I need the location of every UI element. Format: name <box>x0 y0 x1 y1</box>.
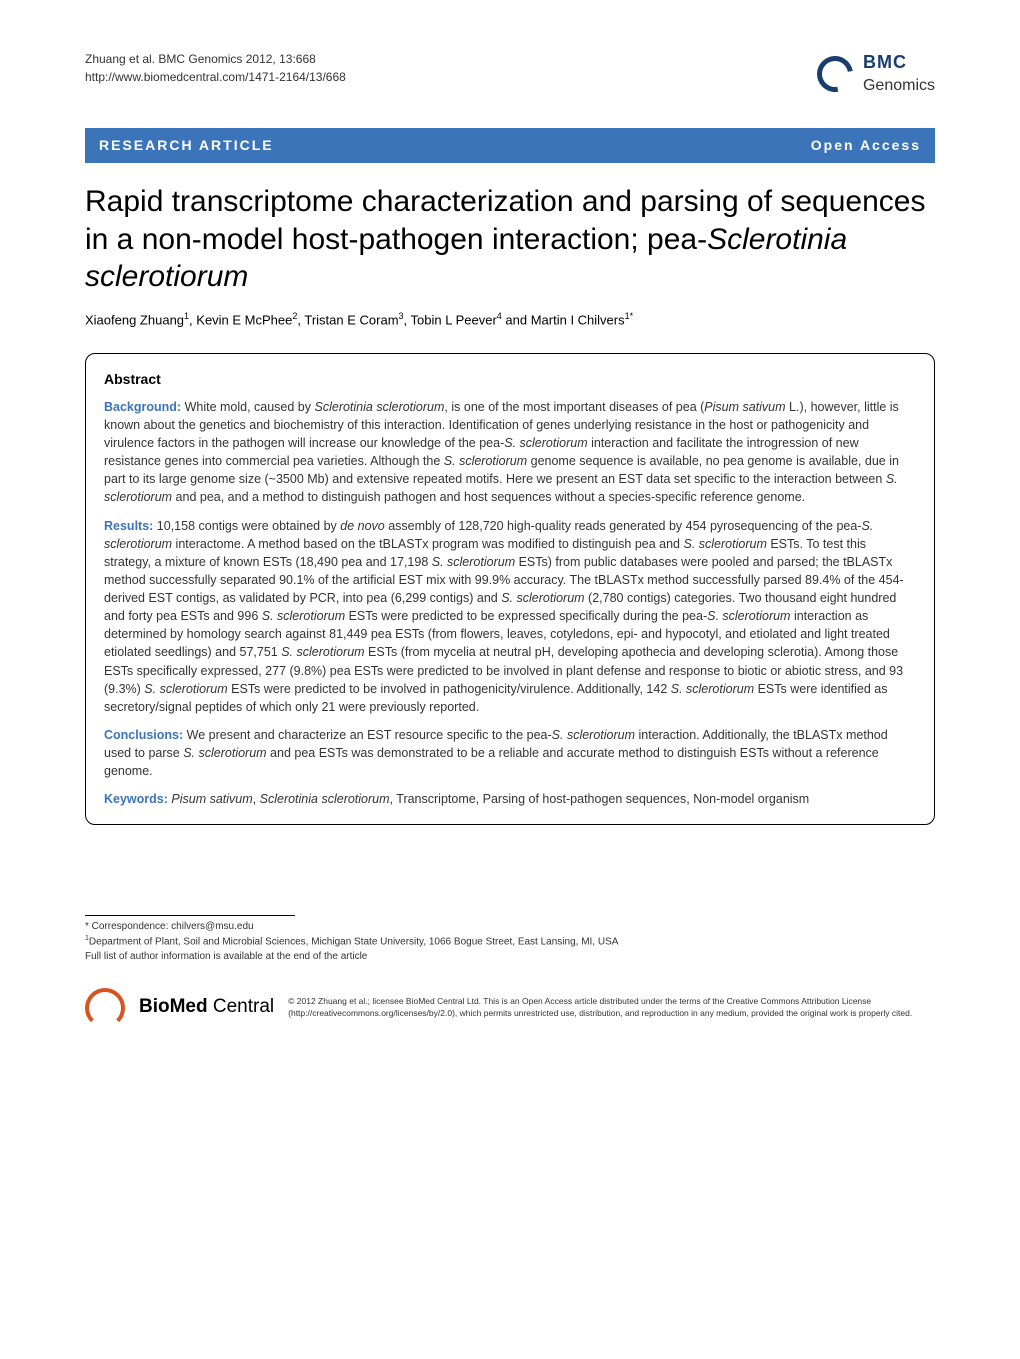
article-type: RESEARCH ARTICLE <box>99 136 274 156</box>
biomed-light: Central <box>208 996 275 1017</box>
article-type-bar: RESEARCH ARTICLE Open Access <box>85 128 935 164</box>
authors-list: Xiaofeng Zhuang1, Kevin E McPhee2, Trist… <box>85 310 935 330</box>
article-title: Rapid transcriptome characterization and… <box>85 183 935 296</box>
biomed-bold: BioMed <box>139 996 208 1017</box>
abstract-results: Results: 10,158 contigs were obtained by… <box>104 517 916 716</box>
abstract-box: Abstract Background: White mold, caused … <box>85 353 935 825</box>
citation-block: Zhuang et al. BMC Genomics 2012, 13:668 … <box>85 50 346 86</box>
publisher-row: BioMed Central © 2012 Zhuang et al.; lic… <box>85 988 935 1028</box>
logo-c-icon <box>810 49 860 99</box>
full-author-list-note: Full list of author information is avail… <box>85 950 935 964</box>
biomed-label: BioMed Central <box>139 994 274 1021</box>
correspondence: * Correspondence: chilvers@msu.edu <box>85 920 935 934</box>
journal-logo: BMC Genomics <box>817 50 935 98</box>
abstract-background: Background: White mold, caused by Sclero… <box>104 398 916 507</box>
abstract-heading: Abstract <box>104 370 916 390</box>
page-header: Zhuang et al. BMC Genomics 2012, 13:668 … <box>85 50 935 98</box>
footer-section: * Correspondence: chilvers@msu.edu 1Depa… <box>85 915 935 1027</box>
affiliation: 1Department of Plant, Soil and Microbial… <box>85 934 935 949</box>
biomed-icon <box>85 988 125 1028</box>
footer-rule <box>85 915 295 916</box>
citation-line1: Zhuang et al. BMC Genomics 2012, 13:668 <box>85 50 346 68</box>
abstract-keywords: Keywords: Pisum sativum, Sclerotinia scl… <box>104 790 916 808</box>
abstract-conclusions: Conclusions: We present and characterize… <box>104 726 916 780</box>
logo-brand: BMC <box>863 50 935 75</box>
citation-line2: http://www.biomedcentral.com/1471-2164/1… <box>85 68 346 86</box>
open-access-label: Open Access <box>811 136 921 156</box>
logo-journal: Genomics <box>863 75 935 97</box>
logo-text: BMC Genomics <box>863 50 935 98</box>
license-text: © 2012 Zhuang et al.; licensee BioMed Ce… <box>288 996 935 1019</box>
